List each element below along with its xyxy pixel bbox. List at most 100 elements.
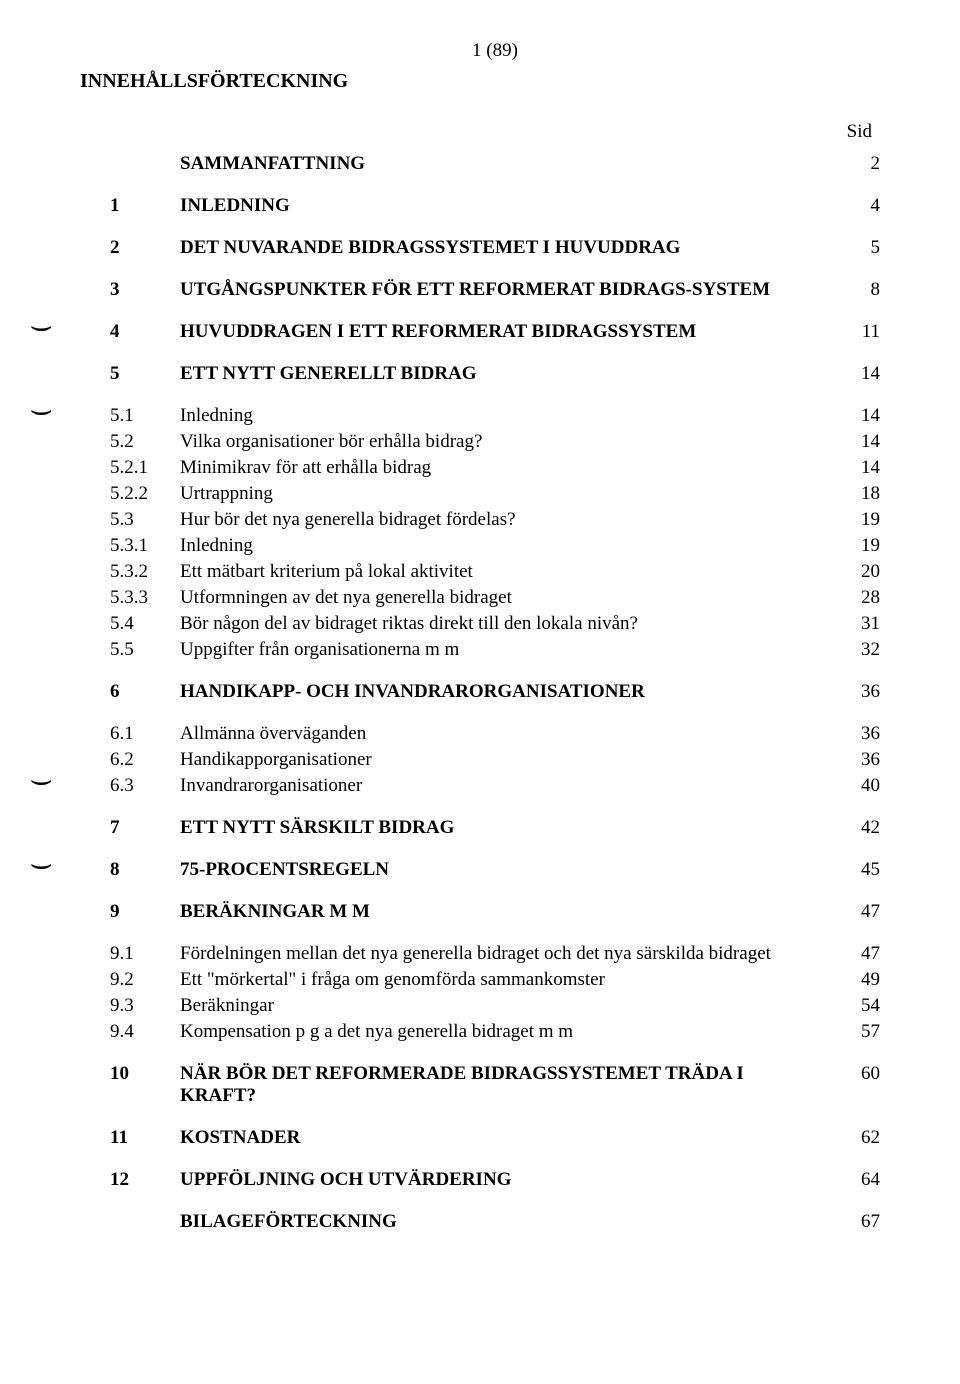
toc-number: 5.1 xyxy=(110,405,180,427)
toc-row: 5.4Bör någon del av bidraget riktas dire… xyxy=(110,613,880,635)
toc-number: 3 xyxy=(110,279,180,301)
toc-row: 9.3Beräkningar54 xyxy=(110,995,880,1017)
toc-row: ⌣5.1Inledning14 xyxy=(110,405,880,427)
toc-row: SAMMANFATTNING2 xyxy=(110,153,880,175)
binding-mark-icon: ⌣ xyxy=(29,395,53,427)
toc-number: 8 xyxy=(110,859,180,881)
toc-row: 5ETT NYTT GENERELLT BIDRAG14 xyxy=(110,363,880,385)
document-page: 1 (89) INNEHÅLLSFÖRTECKNING Sid SAMMANFA… xyxy=(0,0,960,1277)
toc-page-number: 36 xyxy=(840,749,880,771)
toc-title: Allmänna överväganden xyxy=(180,723,840,745)
toc-row: 11KOSTNADER62 xyxy=(110,1127,880,1149)
toc-number: 6.2 xyxy=(110,749,180,771)
toc-title: Ett "mörkertal" i fråga om genomförda sa… xyxy=(180,969,840,991)
toc-number: 5.3.2 xyxy=(110,561,180,583)
toc-row: 6HANDIKAPP- OCH INVANDRARORGANISATIONER3… xyxy=(110,681,880,703)
toc-page-number: 60 xyxy=(840,1063,880,1085)
toc-row: BILAGEFÖRTECKNING67 xyxy=(110,1211,880,1233)
table-of-contents: SAMMANFATTNING2 1INLEDNING4 2DET NUVARANDE… xyxy=(110,153,880,1233)
toc-number: 12 xyxy=(110,1169,180,1191)
toc-row: 2DET NUVARANDE BIDRAGSSYSTEMET I HUVUDDR… xyxy=(110,237,880,259)
toc-number: 6 xyxy=(110,681,180,703)
toc-title: Beräkningar xyxy=(180,995,840,1017)
toc-number: 7 xyxy=(110,817,180,839)
toc-page-number: 20 xyxy=(840,561,880,583)
toc-row: 1INLEDNING4 xyxy=(110,195,880,217)
toc-gap xyxy=(110,885,880,901)
page-column-header: Sid xyxy=(110,121,880,143)
toc-title: Inledning xyxy=(180,535,840,557)
toc-title: Vilka organisationer bör erhålla bidrag? xyxy=(180,431,840,453)
toc-title: Utformningen av det nya generella bidrag… xyxy=(180,587,840,609)
toc-page-number: 11 xyxy=(840,321,880,343)
toc-row: 6.1Allmänna överväganden36 xyxy=(110,723,880,745)
toc-title: Minimikrav för att erhålla bidrag xyxy=(180,457,840,479)
toc-page-number: 8 xyxy=(840,279,880,301)
toc-row: 9BERÄKNINGAR M M47 xyxy=(110,901,880,923)
toc-title: KOSTNADER xyxy=(180,1127,840,1149)
toc-row: 9.4Kompensation p g a det nya generella … xyxy=(110,1021,880,1043)
toc-title: SAMMANFATTNING xyxy=(180,153,840,175)
toc-page-number: 62 xyxy=(840,1127,880,1149)
toc-number: 6.1 xyxy=(110,723,180,745)
toc-number: 4 xyxy=(110,321,180,343)
binding-mark-icon: ⌣ xyxy=(29,311,53,343)
toc-title: 75-PROCENTSREGELN xyxy=(180,859,840,881)
toc-row: 3UTGÅNGSPUNKTER FÖR ETT REFORMERAT BIDRA… xyxy=(110,279,880,301)
binding-mark-icon: ⌣ xyxy=(29,849,53,881)
toc-title: ETT NYTT GENERELLT BIDRAG xyxy=(180,363,840,385)
toc-gap xyxy=(110,665,880,681)
toc-page-number: 19 xyxy=(840,535,880,557)
toc-gap xyxy=(110,179,880,195)
toc-gap xyxy=(110,801,880,817)
toc-number: 6.3 xyxy=(110,775,180,797)
toc-row: 5.5Uppgifter från organisationerna m m32 xyxy=(110,639,880,661)
toc-title: DET NUVARANDE BIDRAGSSYSTEMET I HUVUDDRA… xyxy=(180,237,840,259)
binding-mark-icon: ⌣ xyxy=(29,765,53,797)
document-title: INNEHÅLLSFÖRTECKNING xyxy=(80,70,880,93)
toc-gap xyxy=(110,927,880,943)
toc-gap xyxy=(110,1195,880,1211)
toc-row: 9.2Ett "mörkertal" i fråga om genomförda… xyxy=(110,969,880,991)
toc-page-number: 14 xyxy=(840,457,880,479)
toc-page-number: 40 xyxy=(840,775,880,797)
toc-number: 5.2.1 xyxy=(110,457,180,479)
toc-gap xyxy=(110,305,880,321)
toc-gap xyxy=(110,1153,880,1169)
toc-page-number: 31 xyxy=(840,613,880,635)
toc-gap xyxy=(110,389,880,405)
toc-number: 5.4 xyxy=(110,613,180,635)
toc-title: UTGÅNGSPUNKTER FÖR ETT REFORMERAT BIDRAG… xyxy=(180,279,840,301)
toc-page-number: 47 xyxy=(840,901,880,923)
toc-title: NÄR BÖR DET REFORMERADE BIDRAGSSYSTEMET … xyxy=(180,1063,840,1107)
toc-number: 5.3 xyxy=(110,509,180,531)
page-number: 1 (89) xyxy=(110,40,880,62)
toc-row: 5.3.2Ett mätbart kriterium på lokal akti… xyxy=(110,561,880,583)
toc-title: Bör någon del av bidraget riktas direkt … xyxy=(180,613,840,635)
toc-page-number: 18 xyxy=(840,483,880,505)
toc-number: 9.1 xyxy=(110,943,180,965)
toc-title: ETT NYTT SÄRSKILT BIDRAG xyxy=(180,817,840,839)
toc-page-number: 64 xyxy=(840,1169,880,1191)
toc-number: 9 xyxy=(110,901,180,923)
toc-page-number: 19 xyxy=(840,509,880,531)
toc-title: BERÄKNINGAR M M xyxy=(180,901,840,923)
toc-gap xyxy=(110,1047,880,1063)
toc-title: Kompensation p g a det nya generella bid… xyxy=(180,1021,840,1043)
toc-page-number: 45 xyxy=(840,859,880,881)
toc-number: 9.2 xyxy=(110,969,180,991)
toc-gap xyxy=(110,707,880,723)
toc-row: 10NÄR BÖR DET REFORMERADE BIDRAGSSYSTEME… xyxy=(110,1063,880,1107)
toc-title: Ett mätbart kriterium på lokal aktivitet xyxy=(180,561,840,583)
toc-title: Inledning xyxy=(180,405,840,427)
toc-row: 12UPPFÖLJNING OCH UTVÄRDERING64 xyxy=(110,1169,880,1191)
toc-gap xyxy=(110,1111,880,1127)
toc-title: BILAGEFÖRTECKNING xyxy=(180,1211,840,1233)
toc-page-number: 14 xyxy=(840,405,880,427)
toc-title: Urtrappning xyxy=(180,483,840,505)
toc-row: 9.1Fördelningen mellan det nya generella… xyxy=(110,943,880,965)
toc-row: 6.2Handikapporganisationer36 xyxy=(110,749,880,771)
toc-row: 5.3Hur bör det nya generella bidraget fö… xyxy=(110,509,880,531)
toc-number: 5 xyxy=(110,363,180,385)
toc-row: ⌣875-PROCENTSREGELN45 xyxy=(110,859,880,881)
